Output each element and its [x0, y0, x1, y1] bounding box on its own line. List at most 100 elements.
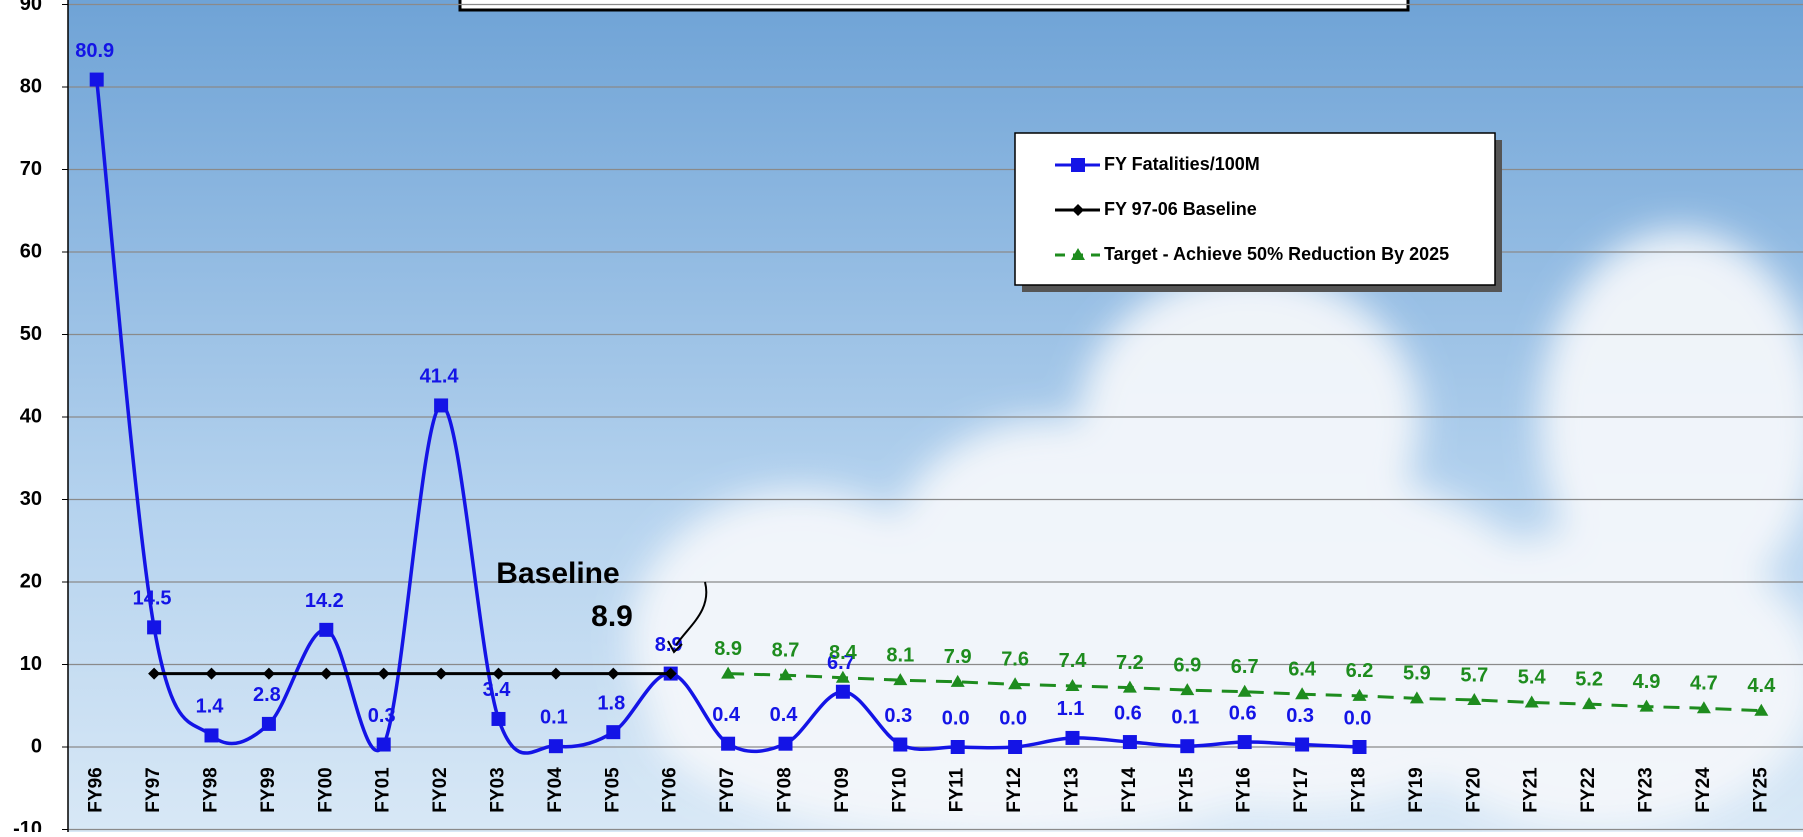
- marker: [262, 667, 275, 680]
- x-tick-label: FY05: [602, 767, 623, 813]
- legend-label: Target - Achieve 50% Reduction By 2025: [1104, 244, 1449, 264]
- x-tick-label: FY96: [86, 767, 107, 812]
- annotation-arrow: [675, 581, 708, 646]
- marker: [148, 667, 161, 680]
- marker: [1180, 683, 1195, 696]
- data-label: 0.3: [368, 705, 396, 727]
- marker: [950, 740, 965, 754]
- data-label: 6.4: [1288, 658, 1317, 680]
- data-label: 5.2: [1575, 668, 1603, 690]
- x-tick-label: FY02: [430, 767, 451, 812]
- x-tick-label: FY06: [660, 767, 681, 812]
- marker: [1071, 158, 1085, 172]
- data-label: 5.4: [1518, 667, 1547, 689]
- marker: [1122, 735, 1137, 750]
- data-label: 41.4: [420, 366, 460, 388]
- marker: [607, 667, 620, 680]
- plot: 80.9 14.5 1.4 2.8 14.2 0.3 41.4 3.4 0.1 1.8 8.9 0.4…: [75, 40, 1776, 755]
- marker: [1071, 248, 1085, 260]
- data-label: 5.7: [1460, 664, 1488, 686]
- marker: [1467, 692, 1482, 705]
- data-label: 1.8: [597, 692, 625, 714]
- marker: [1582, 697, 1597, 710]
- marker: [893, 673, 908, 686]
- marker: [1180, 739, 1195, 754]
- marker: [721, 666, 736, 679]
- marker: [778, 736, 793, 751]
- x-tick-label: FY21: [1521, 767, 1542, 813]
- marker: [1639, 699, 1654, 712]
- marker: [606, 725, 621, 740]
- data-label: 14.2: [305, 590, 344, 612]
- data-label: 8.4: [829, 642, 858, 664]
- data-label: 7.6: [1001, 649, 1029, 671]
- data-label: 0.0: [1344, 707, 1372, 729]
- marker: [1295, 687, 1310, 700]
- marker: [205, 667, 218, 680]
- legend-label: FY 97-06 Baseline: [1104, 199, 1257, 219]
- grid: -10 0 10 20 30 40 50 60 70 80 90 FY96 FY97 FY98 FY99 FY…: [13, 0, 1803, 837]
- marker: [261, 716, 276, 731]
- data-label: 0.4: [712, 704, 741, 726]
- marker: [548, 739, 563, 754]
- marker: [1122, 680, 1137, 693]
- x-tick-label: FY18: [1349, 767, 1370, 812]
- data-label: 0.0: [942, 707, 970, 729]
- y-tick-label: 70: [20, 158, 42, 180]
- y-tick-label: 50: [20, 323, 42, 345]
- marker: [835, 684, 850, 699]
- x-tick-label: FY10: [889, 767, 910, 812]
- marker: [492, 667, 505, 680]
- y-tick-label: 90: [20, 0, 42, 15]
- marker: [1754, 703, 1769, 716]
- data-label: 8.1: [886, 644, 914, 666]
- marker: [778, 668, 793, 681]
- x-tick-label: FY13: [1062, 767, 1083, 812]
- marker: [721, 736, 736, 751]
- data-label: 7.4: [1059, 650, 1088, 672]
- data-label: 4.9: [1633, 671, 1661, 693]
- clouds: [630, 230, 1803, 837]
- data-label: 1.4: [196, 696, 225, 718]
- marker: [1237, 735, 1252, 750]
- x-tick-label: FY20: [1463, 767, 1484, 812]
- marker: [1295, 737, 1310, 752]
- x-tick-label: FY07: [717, 767, 738, 812]
- x-tick-label: FY01: [373, 767, 394, 813]
- annotation-arrowhead: [667, 640, 683, 654]
- data-label: 5.9: [1403, 663, 1431, 685]
- data-label: 8.9: [714, 638, 742, 660]
- marker: [1008, 740, 1023, 754]
- x-tick-label: FY24: [1693, 767, 1714, 813]
- marker: [491, 711, 506, 726]
- data-label: 0.4: [770, 704, 799, 726]
- x-tick-label: FY99: [258, 767, 279, 812]
- x-tick-label: FY22: [1578, 767, 1599, 812]
- y-tick-label: 80: [20, 75, 42, 97]
- data-label: 6.2: [1346, 660, 1374, 682]
- marker: [1065, 730, 1080, 745]
- data-label: 1.1: [1057, 698, 1085, 720]
- marker: [549, 667, 562, 680]
- marker: [835, 670, 850, 683]
- x-tick-label: FY11: [947, 767, 968, 812]
- marker: [950, 674, 965, 687]
- data-label: 7.9: [944, 646, 972, 668]
- marker: [1696, 701, 1711, 714]
- marker: [893, 737, 908, 752]
- y-tick-label: 0: [31, 735, 42, 757]
- marker: [377, 667, 390, 680]
- data-label: 6.9: [1173, 654, 1201, 676]
- marker: [376, 737, 391, 752]
- marker: [435, 667, 448, 680]
- y-tick-label: 40: [20, 405, 42, 427]
- y-tick-label: 60: [20, 240, 42, 262]
- x-tick-label: FY00: [315, 767, 336, 812]
- marker: [147, 620, 162, 635]
- marker: [1072, 204, 1084, 216]
- y-tick-label: 20: [20, 570, 42, 592]
- marker: [1409, 691, 1424, 704]
- x-tick-label: FY23: [1636, 767, 1657, 812]
- series-line: [94, 79, 1360, 755]
